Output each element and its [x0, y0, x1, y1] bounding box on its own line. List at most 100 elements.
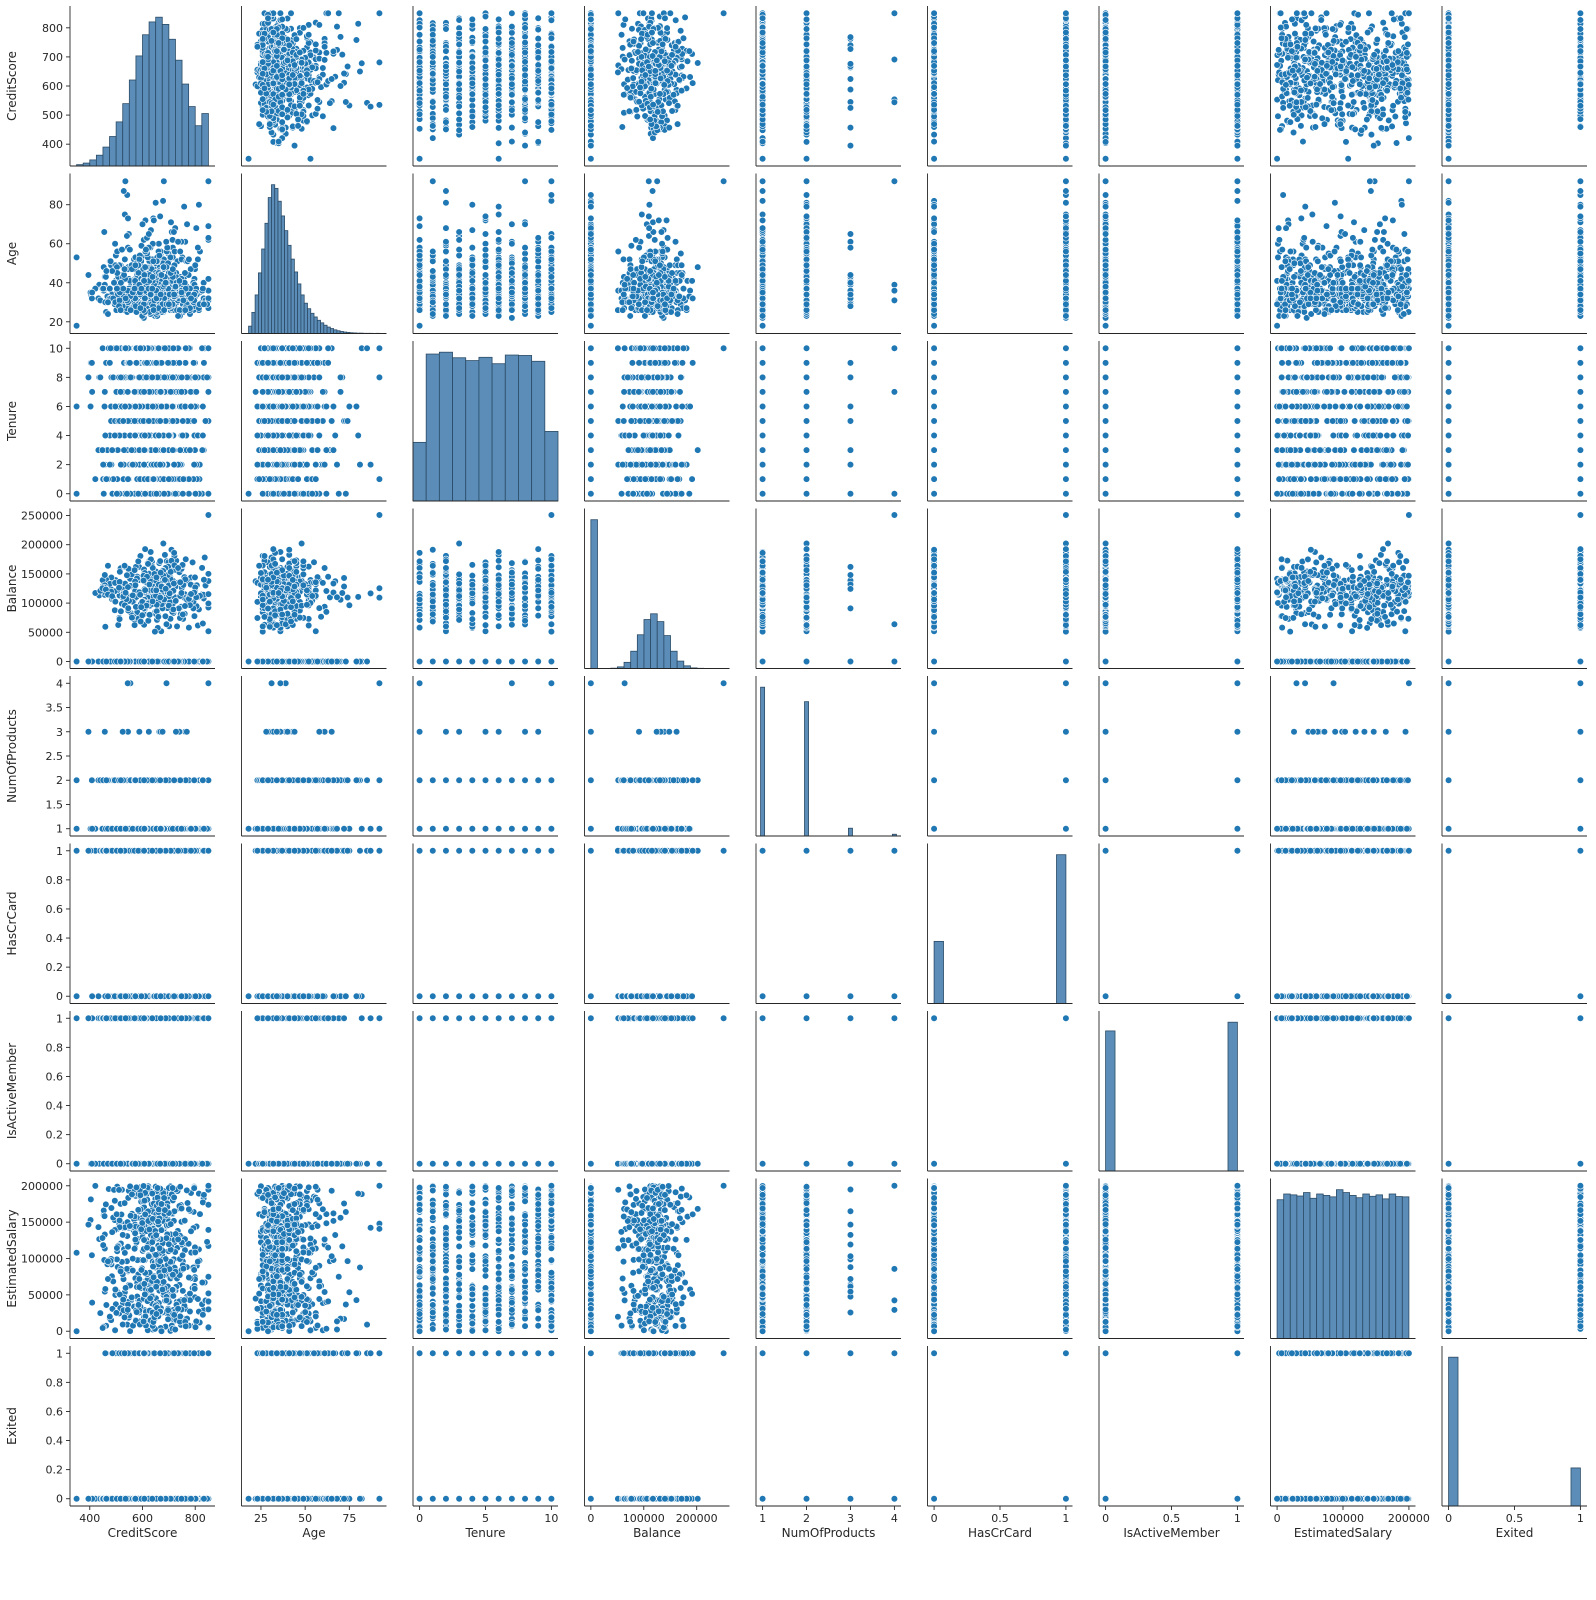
scatter-point: [469, 38, 476, 45]
scatter-point: [548, 118, 555, 125]
scatter-point: [630, 75, 637, 82]
scatter-point: [456, 103, 463, 110]
scatter-point: [522, 11, 529, 18]
scatter-point: [367, 103, 374, 110]
scatter-point: [482, 49, 489, 56]
scatter-point: [416, 67, 423, 74]
scatter-point: [548, 101, 555, 108]
scatter-point: [657, 75, 664, 82]
scatter-point: [416, 32, 423, 39]
scatter-point: [642, 72, 649, 79]
scatter-point: [495, 113, 502, 120]
scatter-point: [522, 107, 529, 114]
scatter-point: [495, 36, 502, 43]
scatter-point: [694, 60, 701, 67]
hist-bar: [96, 155, 103, 166]
scatter-point: [482, 13, 489, 20]
scatter-point: [662, 58, 669, 65]
scatter-point: [298, 80, 305, 87]
panel-CreditScore-vs-Balance: [585, 6, 730, 166]
scatter-point: [619, 124, 626, 131]
scatter-point: [482, 76, 489, 83]
scatter-point: [274, 48, 281, 55]
scatter-point: [670, 91, 677, 98]
scatter-point: [495, 102, 502, 109]
scatter-point: [304, 118, 311, 125]
scatter-point: [522, 142, 529, 149]
scatter-point: [678, 63, 685, 70]
scatter-point: [522, 72, 529, 79]
y-tick-label: 700: [42, 51, 63, 64]
scatter-point: [376, 102, 383, 109]
scatter-point: [261, 85, 268, 92]
scatter-point: [291, 142, 298, 149]
scatter-point: [259, 96, 266, 103]
scatter-point: [376, 10, 383, 17]
scatter-point: [666, 100, 673, 107]
scatter-point: [316, 22, 323, 29]
scatter-point: [429, 54, 436, 61]
scatter-point: [509, 10, 516, 17]
scatter-point: [416, 125, 423, 132]
scatter-point: [649, 10, 656, 17]
scatter-point: [666, 124, 673, 131]
scatter-point: [456, 68, 463, 75]
scatter-point: [275, 40, 282, 47]
scatter-point: [456, 30, 463, 37]
scatter-point: [456, 95, 463, 102]
scatter-point: [443, 119, 450, 126]
scatter-point: [279, 126, 286, 133]
scatter-point: [654, 109, 661, 116]
scatter-point: [664, 25, 671, 32]
scatter-point: [640, 10, 647, 17]
scatter-point: [509, 52, 516, 59]
scatter-point: [677, 27, 684, 34]
scatter-point: [509, 99, 516, 106]
scatter-point: [638, 36, 645, 43]
scatter-point: [279, 84, 286, 91]
scatter-point: [335, 10, 342, 17]
hist-bar: [129, 80, 136, 166]
scatter-point: [286, 42, 293, 49]
scatter-point: [627, 94, 634, 101]
scatter-point: [689, 80, 696, 87]
scatter-point: [288, 10, 295, 17]
scatter-point: [281, 46, 288, 53]
scatter-point: [495, 50, 502, 57]
scatter-point: [469, 80, 476, 87]
scatter-point: [509, 63, 516, 70]
scatter-point: [615, 10, 622, 17]
scatter-point: [330, 48, 337, 55]
scatter-point: [416, 87, 423, 94]
scatter-point: [456, 49, 463, 56]
scatter-point: [535, 35, 542, 42]
scatter-point: [443, 63, 450, 70]
scatter-point: [416, 38, 423, 45]
scatter-point: [357, 68, 364, 75]
scatter-point: [328, 76, 335, 83]
scatter-point: [456, 59, 463, 66]
scatter-point: [312, 47, 319, 54]
scatter-point: [443, 26, 450, 33]
y-axis-label: CreditScore: [5, 51, 19, 121]
scatter-point: [268, 38, 275, 45]
scatter-point: [548, 111, 555, 118]
y-tick-label: 500: [42, 109, 63, 122]
scatter-point: [416, 100, 423, 107]
hist-bar: [90, 160, 97, 166]
scatter-point: [624, 85, 631, 92]
scatter-point: [686, 48, 693, 55]
scatter-point: [548, 58, 555, 65]
scatter-point: [327, 100, 334, 107]
scatter-point: [495, 29, 502, 36]
scatter-point: [647, 116, 654, 123]
scatter-point: [522, 86, 529, 93]
panel-CreditScore-vs-CreditScore: 400500600700800CreditScore: [5, 6, 215, 166]
scatter-point: [630, 38, 637, 45]
scatter-point: [687, 74, 694, 81]
scatter-point: [456, 127, 463, 134]
scatter-point: [548, 49, 555, 56]
scatter-point: [270, 80, 277, 87]
scatter-point: [509, 81, 516, 88]
scatter-point: [522, 96, 529, 103]
